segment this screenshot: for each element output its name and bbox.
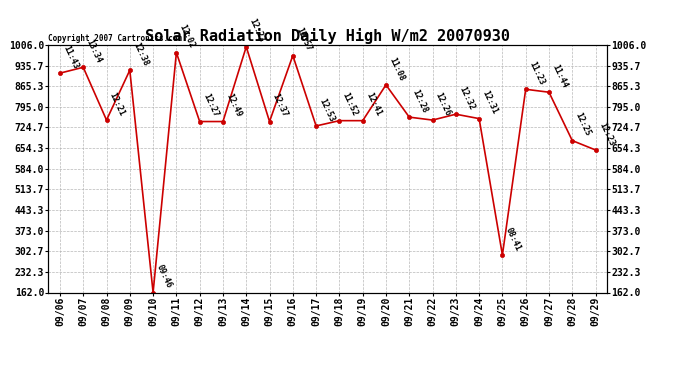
Text: 12:27: 12:27 (201, 92, 220, 119)
Text: 11:44: 11:44 (551, 63, 569, 89)
Text: 12:32: 12:32 (457, 85, 476, 111)
Text: Copyright 2007 Cartronics.com: Copyright 2007 Cartronics.com (48, 33, 182, 42)
Text: 12:25: 12:25 (573, 111, 593, 138)
Text: 08:41: 08:41 (504, 226, 522, 252)
Text: 11:52: 11:52 (341, 92, 359, 118)
Text: 12:26: 12:26 (434, 91, 453, 117)
Text: 12:21: 12:21 (108, 91, 127, 117)
Text: 12:49: 12:49 (224, 92, 243, 119)
Text: 12:31: 12:31 (480, 89, 500, 116)
Text: 12:28: 12:28 (411, 88, 429, 114)
Title: Solar Radiation Daily High W/m2 20070930: Solar Radiation Daily High W/m2 20070930 (146, 28, 510, 44)
Text: 11:23: 11:23 (527, 60, 546, 87)
Text: 12:53: 12:53 (317, 97, 336, 123)
Text: 12:23: 12:23 (597, 121, 615, 147)
Text: 12:38: 12:38 (131, 41, 150, 68)
Text: 13:34: 13:34 (85, 38, 104, 64)
Text: 12:37: 12:37 (271, 92, 290, 119)
Text: 11:08: 11:08 (387, 56, 406, 82)
Text: 12:57: 12:57 (294, 26, 313, 53)
Text: 12:22: 12:22 (248, 18, 266, 44)
Text: 09:46: 09:46 (155, 263, 173, 290)
Text: 11:43: 11:43 (61, 44, 80, 70)
Text: 12:41: 12:41 (364, 92, 383, 118)
Text: 12:02: 12:02 (178, 23, 197, 50)
